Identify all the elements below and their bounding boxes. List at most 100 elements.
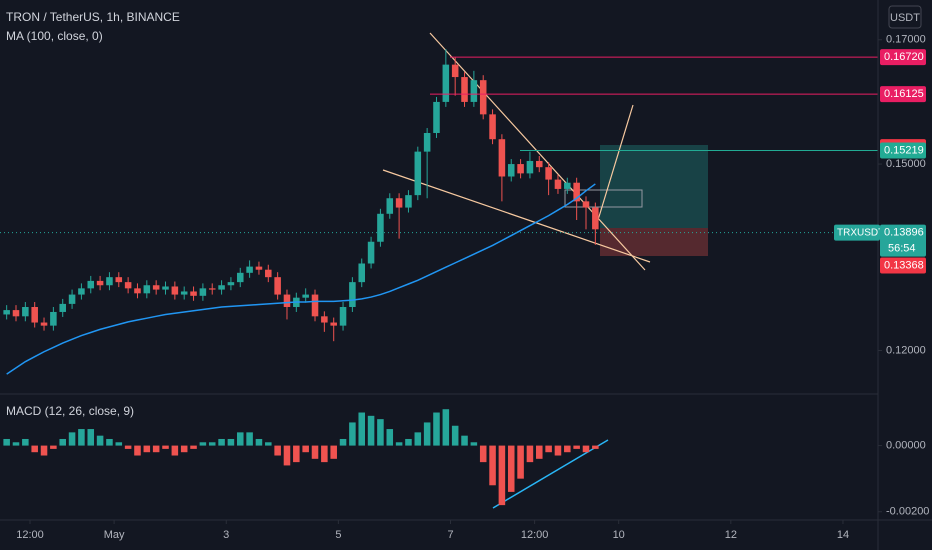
macd-bar bbox=[367, 415, 375, 446]
price-tag bbox=[880, 142, 926, 159]
candle-body bbox=[386, 198, 394, 214]
x-tick-label: 12 bbox=[725, 529, 737, 541]
candle-body bbox=[433, 101, 440, 133]
macd-bar bbox=[40, 445, 48, 456]
x-tick-label: 14 bbox=[837, 529, 849, 541]
macd-bar bbox=[283, 445, 291, 466]
price-tag bbox=[880, 49, 926, 66]
candle-body bbox=[199, 288, 207, 296]
macd-bar bbox=[311, 445, 319, 459]
macd-bar bbox=[498, 445, 506, 506]
candle-body bbox=[349, 282, 356, 307]
macd-bar bbox=[236, 432, 244, 446]
candle-body bbox=[227, 282, 235, 286]
candle-body bbox=[162, 286, 169, 290]
macd-bar bbox=[106, 438, 113, 446]
candle-body bbox=[536, 160, 543, 168]
candle-body bbox=[311, 294, 319, 317]
macd-bar bbox=[386, 429, 394, 446]
macd-bar bbox=[115, 442, 123, 446]
macd-bar bbox=[349, 422, 356, 446]
candle-body bbox=[180, 291, 188, 295]
price-tag bbox=[880, 86, 926, 103]
macd-bar bbox=[358, 412, 366, 446]
macd-bar bbox=[171, 445, 179, 456]
candle-body bbox=[171, 286, 179, 295]
currency-button[interactable] bbox=[888, 5, 922, 29]
macd-bar bbox=[152, 445, 160, 453]
symbol-tag bbox=[834, 224, 880, 241]
candle-body bbox=[246, 266, 253, 273]
macd-bar bbox=[423, 422, 431, 446]
candle-body bbox=[339, 306, 347, 326]
candle-body bbox=[358, 263, 366, 283]
macd-bar bbox=[227, 438, 235, 446]
plot: 12:00 May 3 5 7 12:00 10 12 14 0.17000 0.15000 0.12… bbox=[0, 34, 929, 541]
macd-bar bbox=[134, 445, 141, 456]
candle-body bbox=[255, 266, 263, 270]
macd-bar bbox=[50, 445, 57, 449]
macd-bar bbox=[68, 432, 76, 446]
candle-body bbox=[152, 285, 160, 290]
candle-body bbox=[573, 182, 580, 202]
candle-body bbox=[134, 288, 141, 294]
candle-body bbox=[302, 294, 309, 298]
candle-body bbox=[461, 77, 468, 102]
macd-bar bbox=[302, 445, 309, 453]
candle-body bbox=[218, 285, 225, 290]
candle-body bbox=[592, 207, 599, 230]
last-price-tag bbox=[880, 224, 926, 257]
x-tick-label: 12:00 bbox=[16, 529, 44, 541]
price-tag bbox=[880, 257, 926, 274]
macd-bar bbox=[143, 445, 151, 453]
candle-body bbox=[87, 280, 95, 289]
indicator-label: MA (100, close, 0) bbox=[6, 29, 103, 43]
macd-bar bbox=[395, 442, 403, 446]
candle-body bbox=[274, 277, 281, 295]
x-tick-label: 10 bbox=[613, 529, 625, 541]
macd-bar bbox=[78, 429, 85, 446]
candle-body bbox=[564, 182, 571, 189]
last-price-label: 0.13896 bbox=[884, 227, 924, 239]
trend-line bbox=[429, 32, 646, 271]
candle-body bbox=[115, 277, 123, 283]
candle-body bbox=[423, 132, 431, 152]
macd-bar bbox=[199, 442, 207, 446]
macd-bar bbox=[461, 435, 468, 446]
macd-bar bbox=[274, 445, 281, 456]
x-tick-label: 7 bbox=[447, 529, 453, 541]
candle-body bbox=[12, 310, 20, 317]
macd-bar bbox=[265, 442, 272, 446]
candle-body bbox=[78, 288, 85, 295]
macd-bar bbox=[246, 432, 253, 446]
range-box bbox=[564, 189, 643, 208]
macd-bar bbox=[22, 438, 29, 446]
price-tag-label: 0.15219 bbox=[884, 144, 924, 156]
candle-body bbox=[554, 179, 562, 189]
macd-bar bbox=[536, 445, 543, 459]
price-tag-label: 0.16125 bbox=[884, 88, 924, 100]
macd-bar bbox=[517, 445, 524, 479]
macd-bar bbox=[582, 445, 590, 453]
currency-label[interactable]: USDT bbox=[890, 12, 920, 24]
candle-body bbox=[124, 282, 132, 289]
macd-bar bbox=[96, 435, 104, 446]
macd-bar bbox=[489, 445, 496, 486]
candle-body bbox=[106, 277, 113, 286]
macd-bar bbox=[479, 445, 487, 463]
macd-bar bbox=[180, 445, 188, 453]
candle-body bbox=[395, 198, 403, 208]
macd-bar bbox=[573, 445, 580, 449]
macd-label: MACD (12, 26, close, 9) bbox=[6, 404, 134, 418]
candle-body bbox=[517, 164, 524, 174]
macd-bar bbox=[414, 432, 422, 446]
candle-body bbox=[50, 311, 57, 326]
macd-bar bbox=[321, 445, 328, 463]
candle-body bbox=[96, 280, 104, 286]
y-tick-label: 0.17000 bbox=[886, 34, 926, 46]
candle-body bbox=[479, 80, 487, 115]
candle-body bbox=[414, 151, 422, 196]
macd-bar bbox=[442, 409, 450, 446]
candle-body bbox=[470, 80, 478, 102]
macd-bar bbox=[3, 438, 10, 446]
